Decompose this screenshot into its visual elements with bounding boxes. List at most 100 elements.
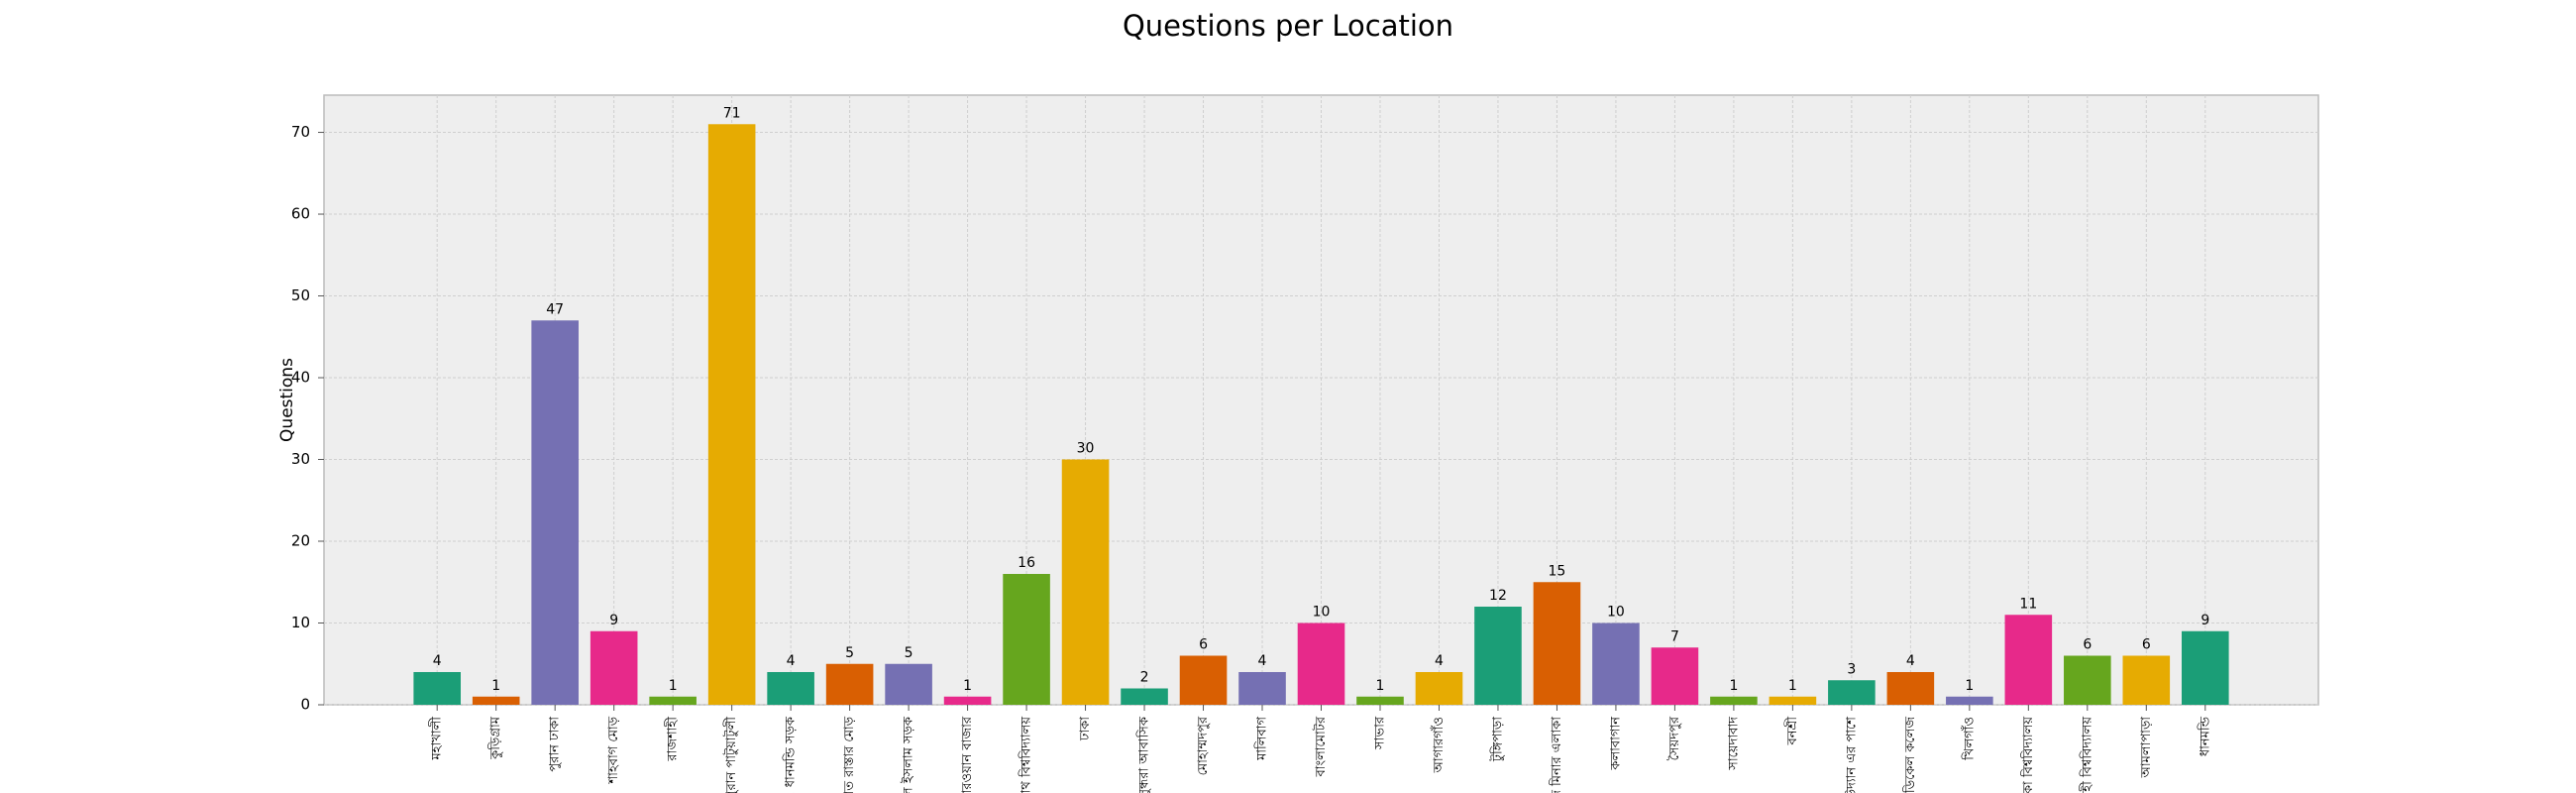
- value-label: 16: [1018, 555, 1035, 571]
- y-tick-label: 0: [300, 696, 310, 714]
- value-label: 5: [905, 645, 913, 661]
- value-label: 1: [1376, 678, 1385, 694]
- value-label: 15: [1549, 563, 1566, 579]
- value-label: 9: [2200, 613, 2209, 628]
- x-tick-label: আমলাপাড়া: [2139, 717, 2154, 779]
- x-tick-label: রাজশাহী: [665, 717, 681, 762]
- x-tick-label: সৈয়দপুর: [1666, 716, 1682, 760]
- value-label: 3: [1847, 661, 1856, 677]
- x-tick-label: মালিবাগ: [1254, 717, 1270, 761]
- bar: [1592, 623, 1640, 705]
- x-tick-label: কুড়িগ্রাম: [487, 716, 503, 760]
- bar: [767, 672, 814, 705]
- y-tick-label: 60: [291, 205, 310, 223]
- value-label: 2: [1140, 670, 1149, 686]
- x-tick-label: মোহাম্মদপুর: [1196, 716, 1211, 775]
- value-label: 6: [2142, 637, 2151, 653]
- y-tick-label: 10: [291, 614, 310, 631]
- bar: [2004, 615, 2053, 705]
- value-label: 4: [1906, 653, 1915, 669]
- bar: [1769, 696, 1817, 705]
- value-label: 30: [1077, 441, 1095, 457]
- bar: [1946, 696, 1993, 705]
- chart-title: Questions per Location: [1123, 9, 1453, 43]
- x-tick-label: আগারগাঁও: [1431, 717, 1447, 773]
- value-label: 9: [609, 613, 618, 628]
- value-label: 1: [1788, 678, 1797, 694]
- bar: [2064, 655, 2111, 705]
- bar: [1474, 607, 1522, 705]
- y-tick-label: 70: [291, 123, 310, 141]
- bar: [649, 696, 697, 705]
- bar: [1356, 696, 1404, 705]
- bar: [1003, 574, 1050, 705]
- value-label: 10: [1607, 605, 1625, 621]
- x-tick-label: ঢাকা মেডিকেল কলেজ: [1902, 717, 1918, 793]
- x-tick-label: বসুন্ধরা আবাসিক: [1136, 716, 1152, 793]
- x-tick-label: বাংলামোটর: [1313, 716, 1329, 777]
- x-tick-label: খিলগাঁও: [1961, 717, 1977, 761]
- bar: [2122, 655, 2171, 705]
- x-tick-label: রোড ২৭ ধানমন্ডি সড়ক: [783, 716, 799, 793]
- bar: [1828, 680, 1876, 705]
- x-tick-label: পুরান ঢাকা: [548, 717, 563, 772]
- value-label: 4: [1435, 653, 1444, 669]
- value-label: 4: [433, 653, 442, 669]
- bar: [472, 696, 520, 705]
- value-label: 1: [1729, 678, 1738, 694]
- value-label: 1: [963, 678, 972, 694]
- bar: [885, 663, 932, 705]
- value-label: 1: [1965, 678, 1974, 694]
- bar: [590, 630, 638, 705]
- y-tick-label: 20: [291, 532, 310, 550]
- x-tick-label: সাভার: [1372, 716, 1387, 750]
- y-axis-label: Questions: [277, 358, 297, 442]
- bar: [1121, 688, 1168, 705]
- bar: [1886, 672, 1935, 705]
- value-label: 1: [669, 678, 678, 694]
- x-tick-label: ঢাকা: [1078, 717, 1093, 741]
- value-label: 11: [2019, 596, 2037, 612]
- x-tick-label: ঢাকা বিশ্ববিদ্যালয়: [2020, 717, 2036, 793]
- bar: [1297, 623, 1345, 705]
- x-tick-label: মহাখালী: [429, 717, 445, 761]
- value-label: 12: [1489, 588, 1507, 604]
- x-tick-label: চন্দ্রিমা উদ্যান এর পাশে: [1843, 717, 1859, 793]
- bar: [1415, 672, 1463, 705]
- bar: [1179, 655, 1228, 705]
- bar: [707, 124, 756, 706]
- x-tick-label: ধানমন্ডি: [2197, 716, 2212, 756]
- bar: [825, 663, 874, 705]
- bar: [1710, 696, 1758, 705]
- value-label: 4: [787, 653, 796, 669]
- value-label: 7: [1670, 628, 1679, 644]
- bar: [1533, 582, 1581, 705]
- value-label: 71: [723, 105, 741, 121]
- value-label: 4: [1258, 653, 1267, 669]
- y-tick-label: 50: [291, 286, 310, 304]
- x-tick-label: টুঙ্গিপাড়া: [1489, 717, 1505, 762]
- x-tick-label: শাহবাগ মোড়: [606, 716, 621, 784]
- bar: [1061, 459, 1110, 705]
- x-tick-label: সায়েদাবাদ: [1726, 717, 1741, 771]
- y-tick-label: 40: [291, 369, 310, 387]
- bar: [2181, 630, 2229, 705]
- x-tick-label: জগন্নাথ বিশ্ববিদ্যালয়: [1019, 717, 1034, 793]
- x-tick-label: সাত রাস্তার মোড়: [842, 716, 857, 793]
- x-tick-label: শহীদ মিনার এলাকা: [1549, 717, 1564, 793]
- value-label: 10: [1313, 605, 1331, 621]
- value-label: 6: [1199, 637, 1208, 653]
- x-tick-label: পুরান পাটুয়াটুলী: [723, 717, 739, 793]
- value-label: 6: [2083, 637, 2092, 653]
- x-tick-label: কলাবাগান: [1608, 717, 1623, 771]
- bar: [1238, 672, 1286, 705]
- bar: [413, 672, 462, 705]
- x-tick-label: কাজী নজরুল ইসলাম সড়ক: [901, 716, 916, 793]
- x-tick-label: বনশ্রী: [1784, 717, 1800, 746]
- y-tick-label: 30: [291, 450, 310, 468]
- x-tick-label: রাজশাহী বিশ্ববিদ্যালয়: [2079, 717, 2094, 793]
- value-label: 47: [546, 301, 564, 317]
- value-label: 5: [845, 645, 854, 661]
- bar: [531, 320, 579, 705]
